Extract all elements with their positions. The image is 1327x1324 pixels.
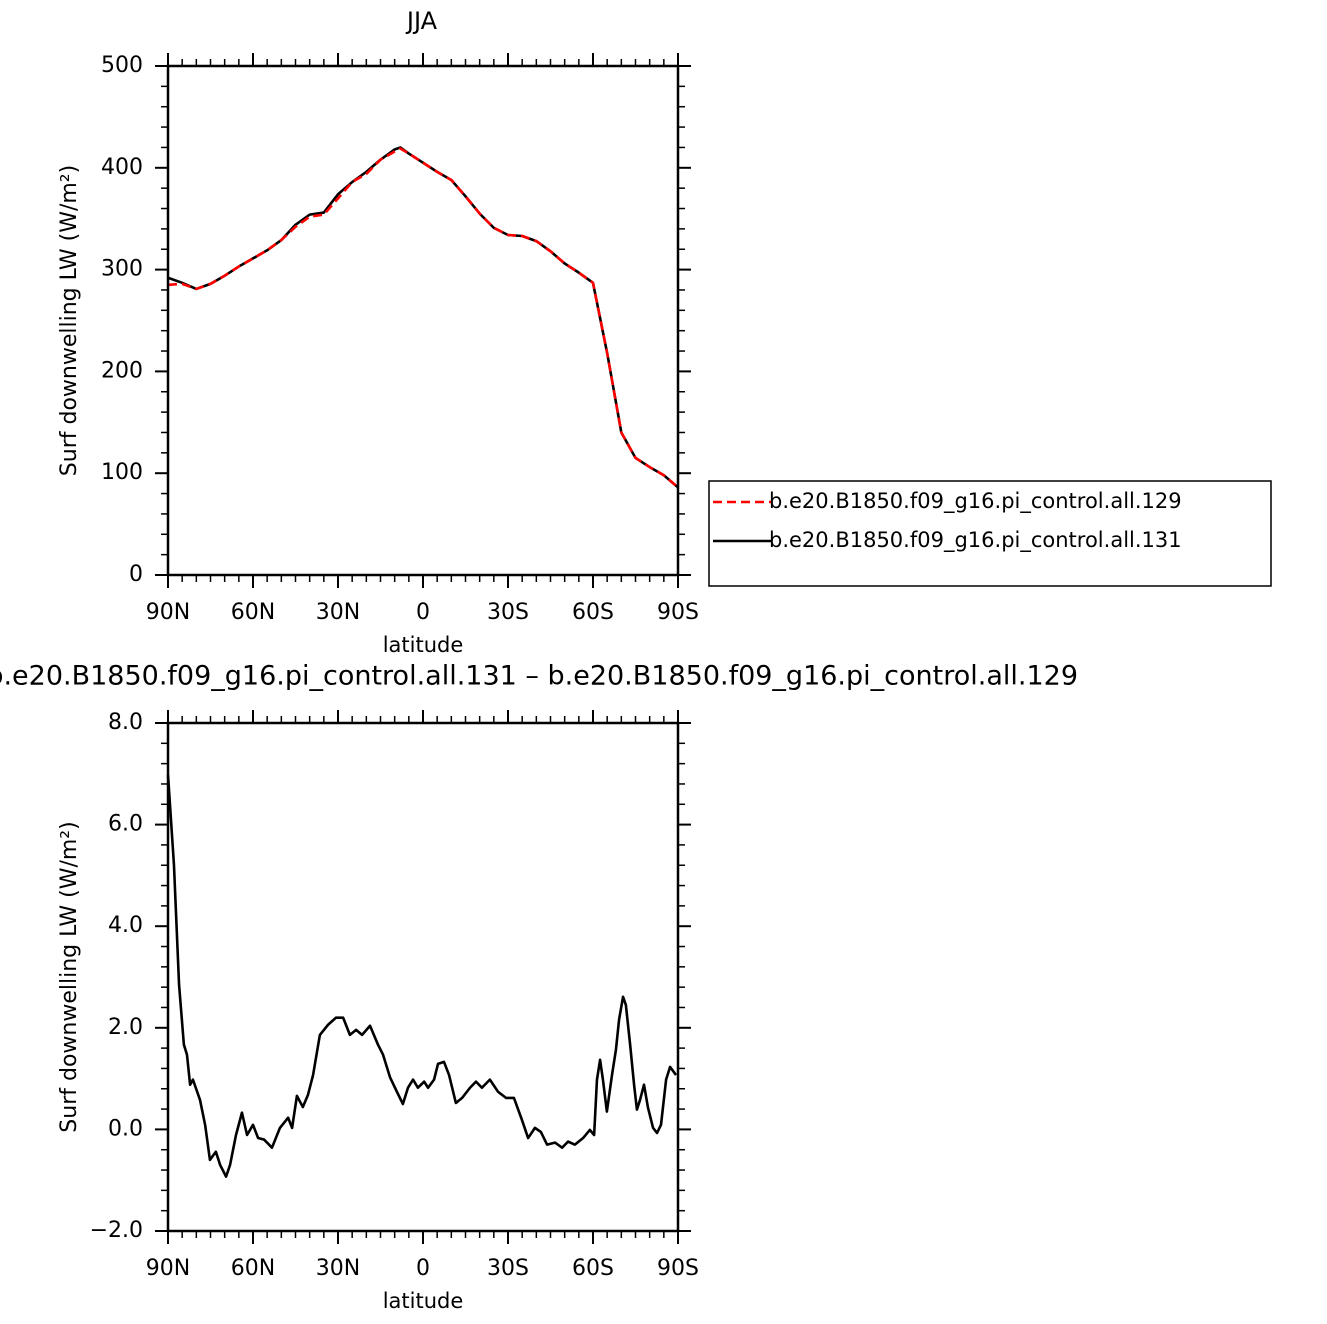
y-axis-label: Surf downwelling LW (W/m²) <box>57 165 82 476</box>
x-tick-label: 30S <box>487 1256 529 1281</box>
x-tick-label: 30N <box>316 1256 360 1281</box>
y-tick-label: 100 <box>101 460 143 485</box>
data-line <box>167 147 679 489</box>
chart-title: b.e20.B1850.f09_g16.pi_control.all.131 –… <box>0 661 1078 692</box>
x-tick-label: 90N <box>146 600 190 625</box>
data-line <box>166 774 678 1178</box>
y-tick-label: 0 <box>129 562 143 587</box>
x-tick-label: 60N <box>231 600 275 625</box>
y-tick-label: 2.0 <box>108 1015 143 1040</box>
y-tick-label: 400 <box>101 155 143 180</box>
x-tick-label: 30S <box>487 600 529 625</box>
legend-label: b.e20.B1850.f09_g16.pi_control.all.129 <box>769 489 1182 514</box>
plot-frame <box>166 64 680 577</box>
x-axis-label: latitude <box>383 633 464 657</box>
x-tick-label: 90S <box>657 600 699 625</box>
legend-box <box>708 480 1272 587</box>
data-line <box>167 146 679 489</box>
x-tick-label: 30N <box>316 600 360 625</box>
x-axis-label: latitude <box>383 1289 464 1313</box>
x-tick-label: 60S <box>572 1256 614 1281</box>
y-tick-label: 4.0 <box>108 913 143 938</box>
chart-title: JJA <box>405 7 438 35</box>
y-tick-label: 200 <box>101 358 143 383</box>
legend-label: b.e20.B1850.f09_g16.pi_control.all.131 <box>769 528 1182 553</box>
y-axis-label: Surf downwelling LW (W/m²) <box>57 821 82 1132</box>
x-tick-label: 0 <box>416 600 430 625</box>
y-tick-label: 0.0 <box>108 1116 143 1141</box>
x-tick-label: 60S <box>572 600 614 625</box>
x-tick-label: 90N <box>146 1256 190 1281</box>
x-tick-label: 90S <box>657 1256 699 1281</box>
y-tick-label: 8.0 <box>108 710 143 735</box>
y-tick-label: 500 <box>101 53 143 78</box>
y-tick-label: 300 <box>101 257 143 282</box>
y-tick-label: 6.0 <box>108 812 143 837</box>
x-tick-label: 60N <box>231 1256 275 1281</box>
y-tick-label: −2.0 <box>90 1218 143 1243</box>
plot-frame <box>166 721 680 1233</box>
x-tick-label: 0 <box>416 1256 430 1281</box>
